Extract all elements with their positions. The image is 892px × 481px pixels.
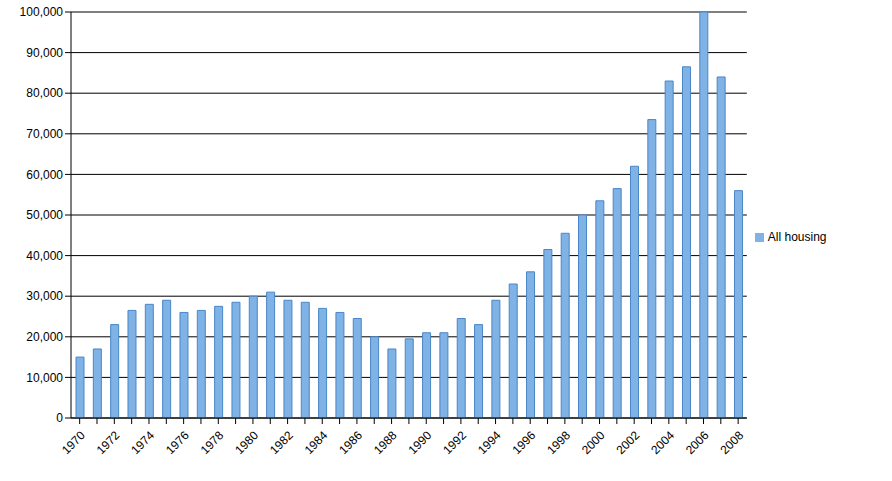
- svg-text:1998: 1998: [544, 428, 573, 457]
- svg-text:2006: 2006: [683, 428, 712, 457]
- html-text:All housing: All housing: [767, 230, 827, 244]
- svg-text:0: 0: [56, 411, 63, 425]
- svg-text:10,000: 10,000: [26, 371, 63, 385]
- svg-text:1974: 1974: [128, 428, 157, 457]
- svg-text:1996: 1996: [510, 428, 539, 457]
- svg-text:2008: 2008: [718, 428, 747, 457]
- svg-text:1976: 1976: [163, 428, 192, 457]
- svg-text:1972: 1972: [94, 428, 123, 457]
- svg-text:100,000: 100,000: [20, 5, 64, 19]
- svg-text:90,000: 90,000: [26, 46, 63, 60]
- svg-text:2002: 2002: [614, 428, 643, 457]
- svg-text:2004: 2004: [648, 428, 677, 457]
- svg-text:20,000: 20,000: [26, 330, 63, 344]
- svg-text:2000: 2000: [579, 428, 608, 457]
- svg-text:1978: 1978: [198, 428, 227, 457]
- svg-text:1970: 1970: [59, 428, 88, 457]
- svg-text:1980: 1980: [232, 428, 261, 457]
- svg-text:60,000: 60,000: [26, 168, 63, 182]
- svg-text:1992: 1992: [440, 428, 469, 457]
- svg-text:1982: 1982: [267, 428, 296, 457]
- svg-text:1984: 1984: [302, 428, 331, 457]
- svg-text:70,000: 70,000: [26, 127, 63, 141]
- svg-text:1988: 1988: [371, 428, 400, 457]
- svg-text:1990: 1990: [406, 428, 435, 457]
- svg-text:1986: 1986: [336, 428, 365, 457]
- svg-text:1994: 1994: [475, 428, 504, 457]
- svg-text:80,000: 80,000: [26, 86, 63, 100]
- svg-text:50,000: 50,000: [26, 208, 63, 222]
- svg-text:40,000: 40,000: [26, 249, 63, 263]
- svg-text:30,000: 30,000: [26, 289, 63, 303]
